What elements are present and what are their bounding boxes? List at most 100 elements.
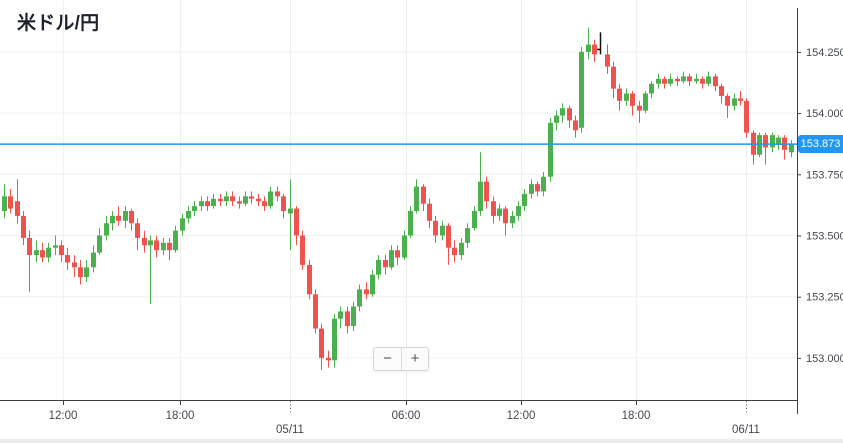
candle-body	[694, 78, 699, 82]
zoom-in-button[interactable]: +	[401, 348, 428, 370]
candle-body	[338, 311, 343, 319]
candle-body	[472, 211, 477, 229]
candle-body	[123, 211, 128, 221]
candle-body	[268, 191, 273, 207]
candle-body	[624, 93, 629, 101]
candle-body	[281, 196, 286, 212]
candle-body	[59, 245, 64, 256]
candle-body	[408, 211, 413, 236]
candle-body	[110, 215, 115, 224]
x-axis-time-label: 06:00	[392, 410, 421, 422]
candle-body	[224, 196, 229, 202]
y-axis-label: 154.000	[806, 108, 843, 120]
y-axis-label: 154.250	[806, 47, 843, 59]
x-axis-time-label: 12:00	[507, 410, 536, 422]
candle-body	[46, 247, 51, 258]
candle-body	[529, 184, 534, 194]
candle-body	[719, 86, 724, 96]
candle-body	[573, 120, 578, 131]
candle-body	[135, 223, 140, 238]
candle-body	[414, 186, 419, 212]
candle-body	[465, 228, 470, 243]
candle-body	[148, 240, 153, 246]
candle-body	[586, 44, 591, 52]
candle-body	[675, 78, 680, 82]
candle-body	[611, 66, 616, 89]
candle-body	[192, 206, 197, 212]
candle-body	[15, 201, 20, 216]
candle-body	[395, 250, 400, 258]
bottom-edge	[0, 439, 843, 443]
candle-body	[300, 235, 305, 265]
candle-body	[497, 208, 502, 216]
candle-body	[376, 259, 381, 275]
candle-body	[357, 289, 362, 307]
candle-body	[522, 193, 527, 207]
candle-body	[21, 215, 26, 238]
candle-body	[738, 98, 743, 101]
candle-body	[541, 176, 546, 192]
zoom-out-button[interactable]: −	[374, 348, 401, 370]
candle-body	[294, 208, 299, 236]
candle-body	[452, 247, 457, 256]
candle-body	[345, 311, 350, 327]
candle-body	[770, 135, 775, 148]
candle-body	[78, 267, 83, 278]
candle-body	[687, 76, 692, 82]
candle-body	[554, 115, 559, 123]
last-price-badge: 153.873	[798, 135, 843, 153]
candle-body	[706, 76, 711, 84]
candle-body	[592, 44, 597, 55]
candle-body	[161, 242, 166, 251]
candle-body	[776, 137, 781, 145]
candle-body	[725, 95, 730, 106]
candle-body	[605, 54, 610, 67]
candle-body	[186, 211, 191, 219]
candle-body	[319, 328, 324, 358]
candle-body	[402, 235, 407, 258]
candle-body	[230, 196, 235, 202]
candle-body	[40, 250, 45, 258]
candle-body	[567, 108, 572, 121]
candle-body	[2, 196, 7, 212]
candle-body	[763, 135, 768, 148]
candle-body	[668, 78, 673, 84]
x-axis-time-label: 18:00	[622, 410, 651, 422]
candle-body	[446, 225, 451, 248]
candle-body	[249, 196, 254, 199]
candle-body	[262, 201, 267, 207]
candle-body	[313, 294, 318, 329]
candle-body	[364, 289, 369, 295]
candle-body	[167, 242, 172, 251]
candle-body	[700, 78, 705, 84]
candle-body	[205, 201, 210, 207]
candle-body	[459, 242, 464, 256]
candle-body	[27, 237, 32, 256]
candle-body	[548, 122, 553, 177]
candle-body	[484, 181, 489, 202]
candle-body	[8, 196, 13, 209]
candle-body	[91, 252, 96, 268]
candle-body	[65, 255, 70, 263]
candle-body	[326, 357, 331, 361]
candle-body	[237, 201, 242, 204]
x-axis-time-label: 12:00	[49, 410, 78, 422]
y-axis-label: 153.250	[806, 292, 843, 304]
candle-body	[53, 245, 58, 248]
y-axis-label: 153.000	[806, 353, 843, 365]
candle-body	[503, 208, 508, 224]
candle-body	[516, 206, 521, 216]
candle-body	[491, 201, 496, 216]
candle-body	[211, 198, 216, 207]
candle-body	[421, 186, 426, 204]
candle-body	[199, 201, 204, 207]
candle-body	[637, 105, 642, 111]
candle-body	[288, 208, 293, 214]
candle-body	[243, 196, 248, 204]
y-axis-label: 153.500	[806, 230, 843, 242]
candle-body	[129, 211, 134, 224]
candle-body	[218, 198, 223, 202]
candle-body	[510, 215, 515, 224]
